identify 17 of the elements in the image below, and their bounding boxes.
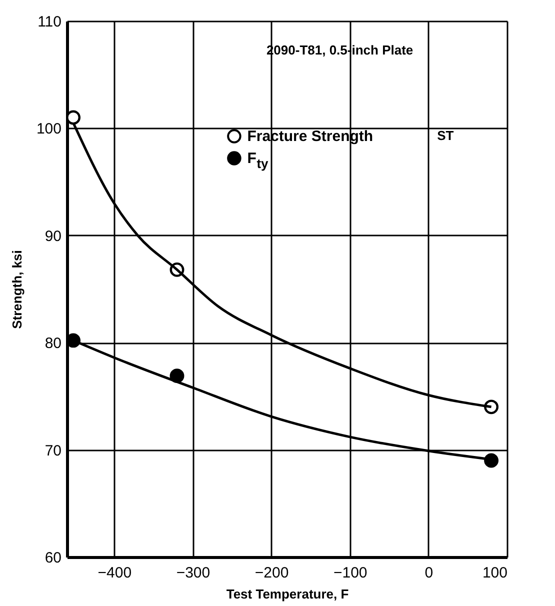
point xyxy=(66,110,81,125)
y-tick-label: 110 xyxy=(38,14,62,30)
x-tick-label: −400 xyxy=(98,564,132,582)
x-tick-label: 0 xyxy=(424,564,434,582)
x-tick-label: −200 xyxy=(254,564,289,582)
point xyxy=(484,453,499,468)
y-tick-label: 80 xyxy=(44,335,62,352)
y-tick-label: 90 xyxy=(44,228,62,245)
x-axis-title: Test Temperature, F xyxy=(226,586,349,602)
y-tick-label: 70 xyxy=(44,442,62,460)
y-axis-title: Strength, ksi xyxy=(9,250,24,329)
x-tick-label: −100 xyxy=(333,564,368,582)
x-tick-label: 100 xyxy=(482,564,508,582)
annotation: ST xyxy=(437,128,454,144)
x-tick-label: −300 xyxy=(176,564,210,582)
y-tick-label: 60 xyxy=(44,550,62,566)
y-tick-label: 100 xyxy=(36,120,62,138)
